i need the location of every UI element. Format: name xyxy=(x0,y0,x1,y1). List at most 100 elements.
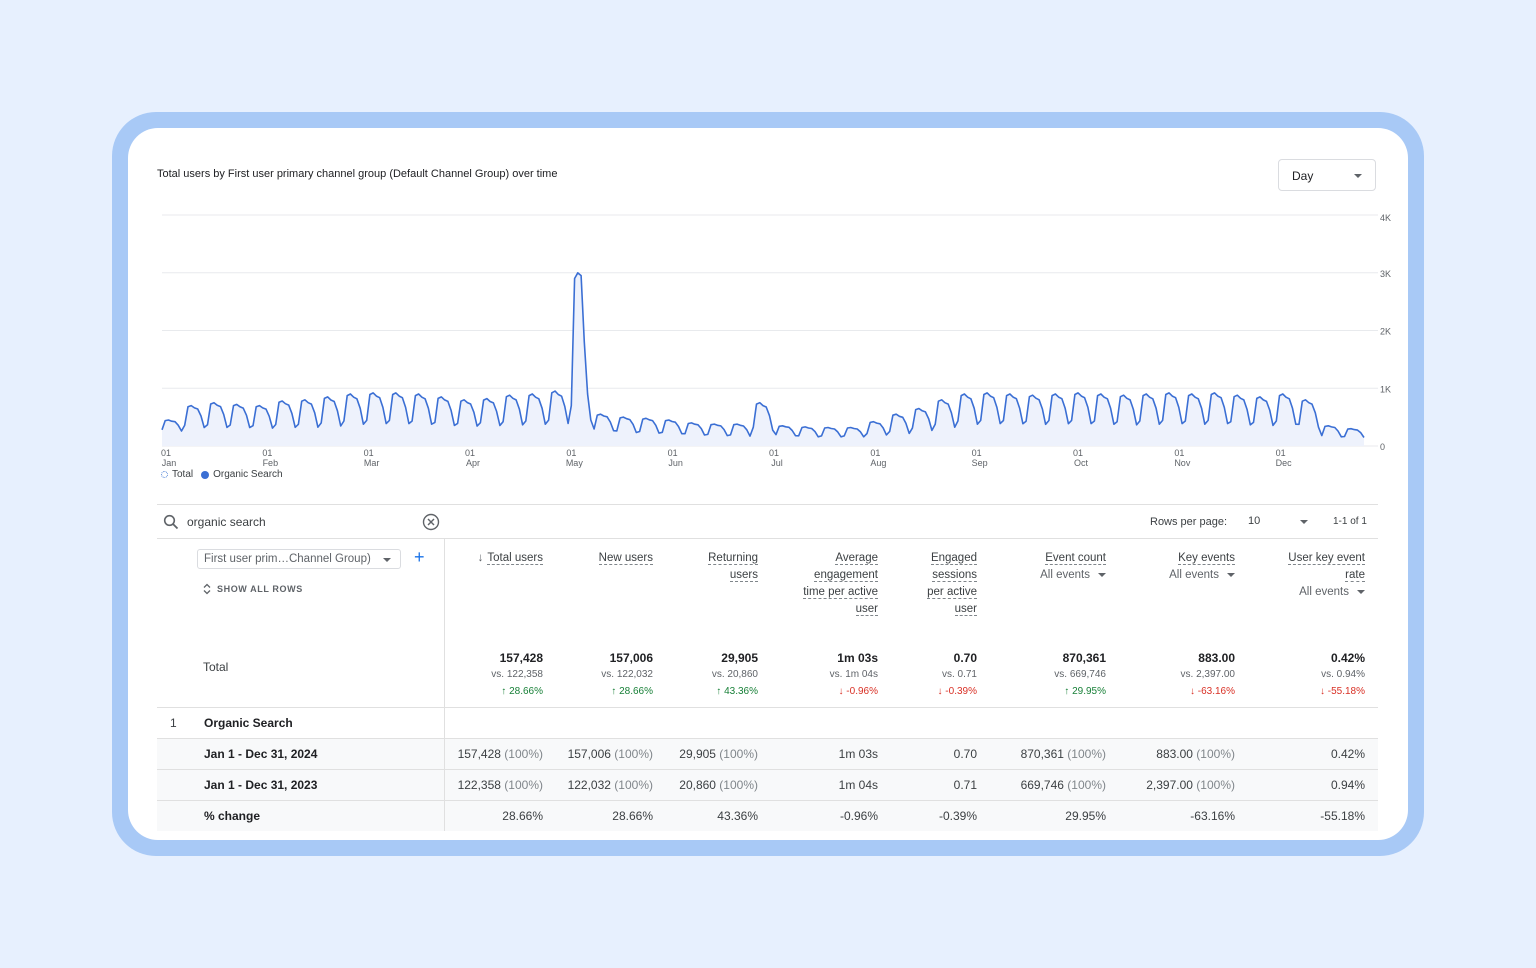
cell-value: -0.39% xyxy=(938,809,977,823)
table-cell: 28.66% xyxy=(502,809,543,823)
chevron-down-icon xyxy=(383,558,391,562)
y-tick-label: 2K xyxy=(1380,327,1391,337)
metric-header[interactable]: Average engagement time per active user xyxy=(758,550,878,618)
cell-value: 1m 04s xyxy=(838,778,878,792)
metric-header-label: engagement xyxy=(814,569,878,582)
cell-value: 2,397.00 xyxy=(1146,778,1193,792)
table-cell: 20,860 (100%) xyxy=(679,778,758,792)
metric-header-label: user xyxy=(954,603,977,616)
rows-per-page-dropdown[interactable]: 10 xyxy=(1248,514,1318,532)
table-row[interactable]: Jan 1 - Dec 31, 2023 122,358 (100%) 122,03… xyxy=(157,769,1378,800)
table-cell: 2,397.00 (100%) xyxy=(1146,778,1235,792)
table-cell: 0.71 xyxy=(954,778,977,792)
chart-title: Total users by First user primary channe… xyxy=(157,168,558,180)
x-tick-month: Dec xyxy=(1276,458,1293,468)
event-filter-dropdown[interactable]: All events xyxy=(986,567,1106,584)
period-dropdown[interactable]: Day xyxy=(1278,159,1376,191)
table-cell: 1m 03s xyxy=(839,747,878,761)
table-row[interactable]: 1 Organic Search xyxy=(157,707,1378,738)
y-tick-label: 4K xyxy=(1380,213,1391,223)
total-comparison: vs. 2,397.00 xyxy=(1180,669,1235,680)
row-divider xyxy=(444,708,445,738)
cell-value: 883.00 xyxy=(1156,747,1193,761)
metric-header[interactable]: User key event rate All events xyxy=(1245,550,1365,601)
x-tick-day: 01 xyxy=(972,448,982,458)
metric-header-label: rate xyxy=(1345,569,1365,582)
table-cell: 1m 04s xyxy=(839,778,878,792)
total-metric-cell: 870,361 vs. 669,746 ↑ 29.95% xyxy=(986,651,1106,701)
total-change: ↓ -63.16% xyxy=(1189,686,1235,697)
table-cell: 43.36% xyxy=(717,809,758,823)
table-cell: 0.70 xyxy=(954,747,977,761)
x-tick-month: Jul xyxy=(771,458,783,468)
series-line-organic-search xyxy=(161,272,1365,438)
x-tick-month: Sep xyxy=(972,458,988,468)
metric-header[interactable]: Event count All events xyxy=(986,550,1106,584)
event-filter-dropdown[interactable]: All events xyxy=(1115,567,1235,584)
cell-value: -0.96% xyxy=(839,809,878,823)
total-metric-cell: 157,428 vs. 122,358 ↑ 28.66% xyxy=(423,651,543,701)
x-tick-month: Oct xyxy=(1074,458,1089,468)
legend-item-total[interactable]: Total xyxy=(161,469,193,480)
x-tick-day: 01 xyxy=(465,448,475,458)
table-cell: 669,746 (100%) xyxy=(1021,778,1106,792)
metric-header[interactable]: ↓ Total users xyxy=(423,550,543,567)
show-all-rows-label: SHOW ALL ROWS xyxy=(217,584,303,594)
total-comparison: vs. 0.94% xyxy=(1321,669,1365,680)
x-tick-month: Aug xyxy=(870,458,886,468)
cell-value: 669,746 xyxy=(1020,778,1064,792)
x-tick-month: Mar xyxy=(364,458,380,468)
row-label: Organic Search xyxy=(204,716,293,730)
table-cell: 122,032 (100%) xyxy=(568,778,653,792)
expand-icon xyxy=(203,583,211,595)
x-tick-month: Jun xyxy=(668,458,683,468)
total-value: 0.70 xyxy=(953,651,977,665)
table-row[interactable]: % change 28.66% 28.66% 43.36% -0.96% -0.39% 29… xyxy=(157,800,1378,831)
search-icon xyxy=(163,514,179,530)
sort-descending-icon: ↓ xyxy=(477,552,484,564)
legend-item-organic[interactable]: Organic Search xyxy=(201,469,283,480)
clear-search-icon[interactable] xyxy=(422,513,440,531)
total-comparison: vs. 20,860 xyxy=(711,669,758,680)
table-cell: 883.00 (100%) xyxy=(1156,747,1235,761)
total-comparison: vs. 0.71 xyxy=(941,669,977,680)
x-tick-month: Nov xyxy=(1174,458,1191,468)
table-cell: 28.66% xyxy=(612,809,653,823)
metric-header-label: sessions xyxy=(932,569,977,582)
add-dimension-icon[interactable]: + xyxy=(414,547,425,567)
table-toolbar: organic search Rows per page: 10 1-1 of … xyxy=(157,504,1378,539)
metric-header[interactable]: Key events All events xyxy=(1115,550,1235,584)
x-tick-day: 01 xyxy=(870,448,880,458)
total-metric-cell: 0.42% vs. 0.94% ↓ -55.18% xyxy=(1245,651,1365,701)
cell-value: 122,358 xyxy=(457,778,501,792)
cell-value: 122,032 xyxy=(567,778,611,792)
cell-percent: (100%) xyxy=(1192,778,1235,792)
x-tick-day: 01 xyxy=(1073,448,1083,458)
series-area-organic-search xyxy=(162,272,1364,446)
total-metric-cell: 883.00 vs. 2,397.00 ↓ -63.16% xyxy=(1115,651,1235,701)
dimension-dropdown[interactable]: First user prim…Channel Group) xyxy=(197,549,401,569)
x-tick-month: Feb xyxy=(263,458,279,468)
event-filter-dropdown[interactable]: All events xyxy=(1245,584,1365,601)
metric-header[interactable]: Returning users xyxy=(638,550,758,584)
show-all-rows-button[interactable]: SHOW ALL ROWS xyxy=(203,583,303,595)
cell-value: 20,860 xyxy=(679,778,716,792)
table-cell: 0.94% xyxy=(1331,778,1365,792)
cell-value: 870,361 xyxy=(1020,747,1064,761)
x-tick-day: 01 xyxy=(262,448,272,458)
dimension-value: First user prim…Channel Group) xyxy=(204,553,371,565)
table-row[interactable]: Jan 1 - Dec 31, 2024 157,428 (100%) 157,00… xyxy=(157,738,1378,769)
search-input[interactable]: organic search xyxy=(187,515,266,529)
total-value: 29,905 xyxy=(721,651,758,665)
metric-header-label: Engaged xyxy=(930,552,977,565)
y-tick-label: 0 xyxy=(1380,442,1385,452)
metric-header-label: Returning xyxy=(708,552,758,565)
cell-percent: (100%) xyxy=(500,747,543,761)
total-change: ↓ -0.39% xyxy=(937,686,977,697)
metric-header[interactable]: Engaged sessions per active user xyxy=(857,550,977,618)
rows-per-page-value: 10 xyxy=(1248,515,1261,527)
metric-header[interactable]: New users xyxy=(533,550,653,567)
row-divider xyxy=(444,801,445,831)
x-tick-day: 01 xyxy=(566,448,576,458)
row-divider xyxy=(444,770,445,800)
